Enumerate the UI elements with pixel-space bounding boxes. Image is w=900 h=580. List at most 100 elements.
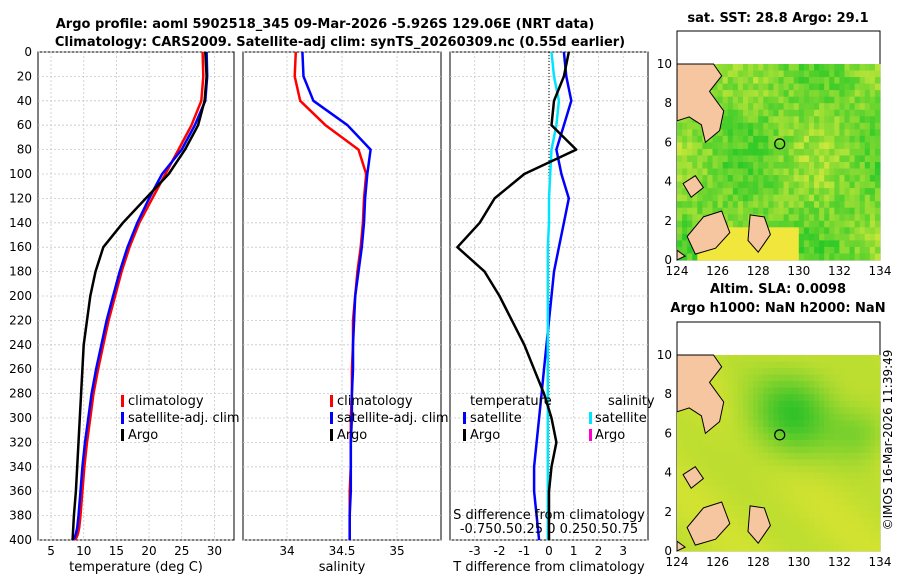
heatmap-cell (742, 175, 749, 182)
heatmap-cell (758, 459, 764, 467)
heatmap-cell (783, 194, 790, 202)
heatmap-cell (834, 537, 840, 545)
heatmap-cell (778, 407, 784, 415)
heatmap-cell (717, 135, 724, 143)
heatmap-cell (717, 381, 724, 389)
heatmap-cell (737, 544, 744, 552)
salinity-legend: climatology satellite-adj. clim Argo (330, 394, 449, 443)
legend-label-climatology: climatology (128, 394, 204, 409)
heatmap-cell (768, 233, 774, 241)
heatmap-cell (839, 544, 845, 552)
heatmap-cell (727, 83, 734, 91)
heatmap-cell (778, 381, 784, 389)
heatmap-cell (758, 394, 764, 402)
heatmap-cell (748, 381, 754, 389)
heatmap-cell (814, 96, 820, 104)
heatmap-cell (692, 433, 698, 441)
heatmap-cell (737, 253, 744, 261)
heatmap-cell (864, 227, 871, 235)
heatmap-cell (773, 511, 779, 519)
heatmap-cell (798, 479, 805, 487)
heatmap-cell (758, 400, 764, 408)
heatmap-cell (742, 83, 749, 91)
heatmap-cell (814, 518, 820, 526)
heatmap-cell (824, 439, 830, 447)
heatmap-cell (742, 439, 749, 447)
heatmap-cell (819, 175, 825, 182)
heatmap-cell (803, 355, 810, 362)
heatmap-cell (773, 374, 779, 382)
heatmap-cell (707, 175, 713, 182)
heatmap-cell (793, 103, 800, 111)
heatmap-cell (697, 466, 703, 473)
heatmap-cell (839, 537, 845, 545)
heatmap-cell (712, 253, 718, 261)
heatmap-cell (829, 387, 835, 395)
heatmap-cell (697, 135, 703, 143)
legend-label-argo: Argo (337, 428, 367, 443)
heatmap-cell (702, 485, 708, 493)
heatmap-cell (849, 129, 856, 137)
heatmap-cell (788, 537, 795, 545)
heatmap-cell (758, 188, 764, 196)
heatmap-cell (808, 77, 815, 84)
heatmap-cell (778, 439, 784, 447)
heatmap-cell (869, 168, 876, 176)
heatmap-cell (753, 116, 759, 124)
heatmap-cell (864, 168, 871, 176)
heatmap-cell (687, 240, 693, 248)
heatmap-cell (788, 426, 795, 434)
heatmap-cell (758, 201, 764, 209)
heatmap-cell (742, 453, 749, 460)
heatmap-cell (824, 227, 830, 235)
heatmap-cell (677, 531, 683, 539)
heatmap-cell (763, 201, 769, 209)
heatmap-cell (788, 361, 795, 369)
heatmap-cell (839, 103, 845, 111)
heatmap-cell (814, 214, 820, 222)
heatmap-cell (829, 96, 835, 104)
x-tick-label: 0 (545, 544, 553, 558)
heatmap-cell (768, 253, 774, 261)
heatmap-cell (869, 175, 876, 182)
heatmap-cell (869, 162, 876, 169)
legend-swatch-satellite (121, 412, 124, 424)
heatmap-cell (707, 253, 713, 261)
y-tick-label: 240 (9, 338, 32, 352)
heatmap-cell (869, 492, 876, 500)
heatmap-cell (819, 207, 825, 215)
heatmap-cell (722, 537, 729, 545)
heatmap-cell (839, 162, 845, 169)
heatmap-cell (803, 70, 810, 78)
heatmap-cell (687, 420, 693, 428)
heatmap-cell (697, 168, 703, 176)
heatmap-cell (758, 148, 764, 156)
heatmap-cell (758, 381, 764, 389)
heatmap-cell (783, 77, 790, 84)
heatmap-cell (687, 148, 693, 156)
heatmap-cell (722, 155, 729, 163)
lon-tick-label: 130 (787, 264, 810, 278)
heatmap-cell (737, 194, 744, 202)
heatmap-cell (677, 201, 683, 209)
heatmap-cell (874, 129, 881, 137)
heatmap-cell (788, 148, 795, 156)
heatmap-cell (768, 394, 774, 402)
heatmap-cell (854, 492, 861, 500)
heatmap-cell (768, 420, 774, 428)
heatmap-cell (834, 472, 840, 480)
heatmap-cell (758, 413, 764, 421)
heatmap-cell (839, 433, 845, 441)
heatmap-cell (717, 194, 724, 202)
heatmap-cell (737, 129, 744, 137)
heatmap-cell (702, 498, 708, 506)
heatmap-cell (742, 446, 749, 454)
heatmap-cell (819, 387, 825, 395)
heatmap-cell (834, 511, 840, 519)
heatmap-cell (707, 246, 713, 254)
heatmap-cell (773, 355, 779, 362)
heatmap-cell (829, 233, 835, 241)
heatmap-cell (773, 453, 779, 460)
heatmap-cell (834, 135, 840, 143)
heatmap-cell (819, 148, 825, 156)
